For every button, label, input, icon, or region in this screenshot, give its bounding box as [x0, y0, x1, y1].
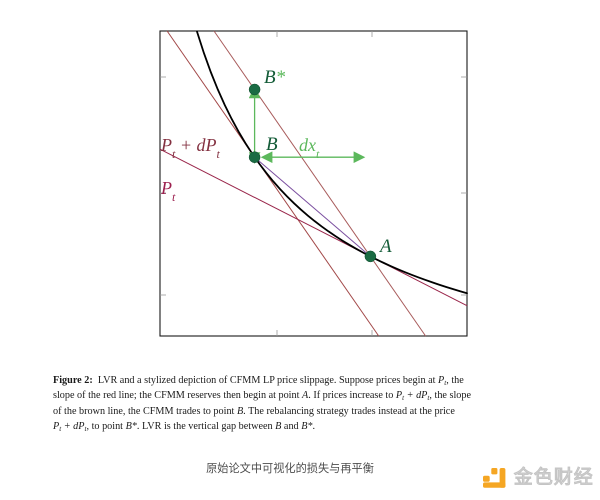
svg-text:B*: B*: [264, 67, 286, 88]
svg-text:Pt + dPt: Pt + dPt: [160, 135, 221, 161]
svg-text:Pt: Pt: [160, 178, 176, 204]
svg-text:A: A: [378, 236, 392, 257]
svg-text:B: B: [266, 134, 278, 155]
